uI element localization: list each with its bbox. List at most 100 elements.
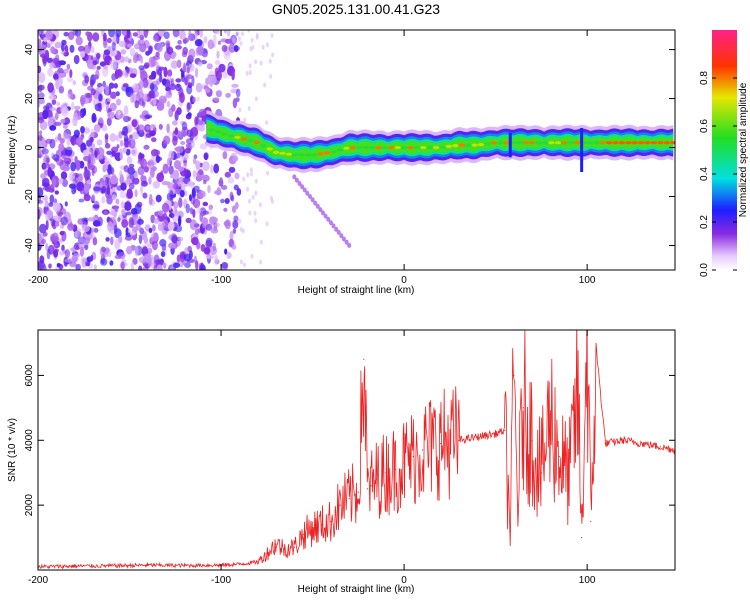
noise-speck: [118, 236, 123, 244]
signal-core: [439, 145, 446, 149]
noise-speck: [99, 86, 105, 91]
noise-speck: [134, 43, 141, 50]
noise-speck: [79, 187, 85, 195]
signal-core: [234, 135, 241, 139]
signal-core: [541, 141, 549, 145]
y-tick-label: -40: [24, 238, 35, 253]
snr-frame: [37, 329, 676, 571]
snr-point: [522, 407, 524, 409]
noise-speck: [79, 246, 85, 257]
noise-speck: [64, 201, 68, 207]
noise-speck: [149, 193, 153, 205]
snr-point: [147, 564, 149, 566]
noise-speck: [127, 43, 133, 48]
noise-speck: [124, 201, 132, 212]
x-tick-label: -100: [211, 575, 231, 586]
snr-point: [604, 442, 607, 445]
noise-speck: [38, 30, 43, 37]
noise-speck: [121, 208, 126, 216]
noise-speck: [110, 175, 118, 185]
noise-speck: [52, 154, 60, 161]
noise-speck: [259, 202, 262, 208]
noise-speck: [175, 145, 184, 154]
noise-speck: [233, 215, 239, 222]
noise-speck: [249, 46, 253, 52]
noise-speck: [205, 223, 213, 231]
snr-point: [504, 429, 506, 432]
noise-speck: [152, 180, 160, 189]
noise-speck: [197, 61, 203, 67]
noise-speck: [219, 177, 224, 186]
noise-speck: [104, 143, 110, 149]
noise-speck: [45, 157, 50, 164]
noise-speck: [115, 30, 122, 38]
noise-speck: [171, 235, 178, 244]
noise-speck: [82, 149, 88, 156]
noise-speck: [232, 155, 239, 162]
noise-speck: [126, 246, 133, 255]
noise-speck: [39, 236, 43, 247]
noise-speck: [42, 177, 50, 187]
snr-point: [293, 546, 295, 548]
noise-speck: [163, 262, 167, 269]
faint-branch-speck: [341, 236, 346, 242]
noise-speck: [195, 260, 199, 270]
signal-core: [394, 146, 401, 150]
noise-speck: [132, 32, 138, 37]
noise-speck: [139, 88, 144, 100]
noise-speck: [203, 152, 209, 161]
noise-speck: [69, 44, 75, 53]
noise-speck: [131, 131, 139, 140]
noise-speck: [101, 246, 107, 253]
noise-speck: [161, 181, 170, 186]
noise-speck: [51, 99, 57, 105]
noise-speck: [227, 177, 235, 184]
noise-speck: [138, 234, 143, 245]
noise-speck: [106, 97, 112, 103]
noise-speck: [136, 30, 141, 39]
faint-branch-speck: [323, 213, 328, 219]
snr-point: [549, 413, 552, 415]
signal-core: [253, 140, 260, 144]
noise-speck: [162, 219, 169, 228]
noise-speck: [62, 178, 68, 188]
signal-core: [445, 144, 453, 148]
signal-core: [208, 128, 216, 132]
noise-speck: [203, 36, 208, 44]
noise-speck: [92, 220, 101, 227]
signal-core: [561, 141, 568, 145]
noise-speck: [108, 30, 116, 38]
noise-speck: [155, 61, 159, 67]
noise-speck: [210, 217, 219, 223]
noise-speck: [75, 263, 81, 270]
noise-speck: [77, 231, 82, 237]
noise-speck: [42, 109, 49, 120]
noise-speck: [206, 63, 213, 70]
noise-speck: [52, 202, 61, 213]
noise-speck: [165, 90, 173, 99]
noise-speck: [201, 217, 209, 226]
snr-point: [590, 520, 592, 523]
snr-point: [458, 439, 460, 441]
noise-speck: [47, 166, 52, 178]
noise-speck: [228, 166, 236, 173]
noise-speck: [84, 170, 90, 181]
noise-speck: [153, 217, 160, 224]
noise-speck: [247, 30, 251, 33]
noise-speck: [133, 172, 139, 179]
noise-speck: [172, 169, 180, 180]
noise-speck: [96, 139, 103, 146]
noise-speck: [224, 198, 230, 204]
noise-speck: [72, 80, 77, 86]
noise-speck: [121, 219, 129, 228]
noise-speck: [126, 67, 130, 73]
noise-speck: [83, 184, 90, 194]
noise-speck: [67, 223, 75, 231]
noise-speck: [248, 210, 252, 216]
noise-speck: [156, 78, 161, 85]
snr-point: [74, 565, 76, 567]
snr-point: [641, 442, 643, 445]
noise-speck: [197, 190, 206, 198]
noise-speck: [58, 72, 67, 78]
